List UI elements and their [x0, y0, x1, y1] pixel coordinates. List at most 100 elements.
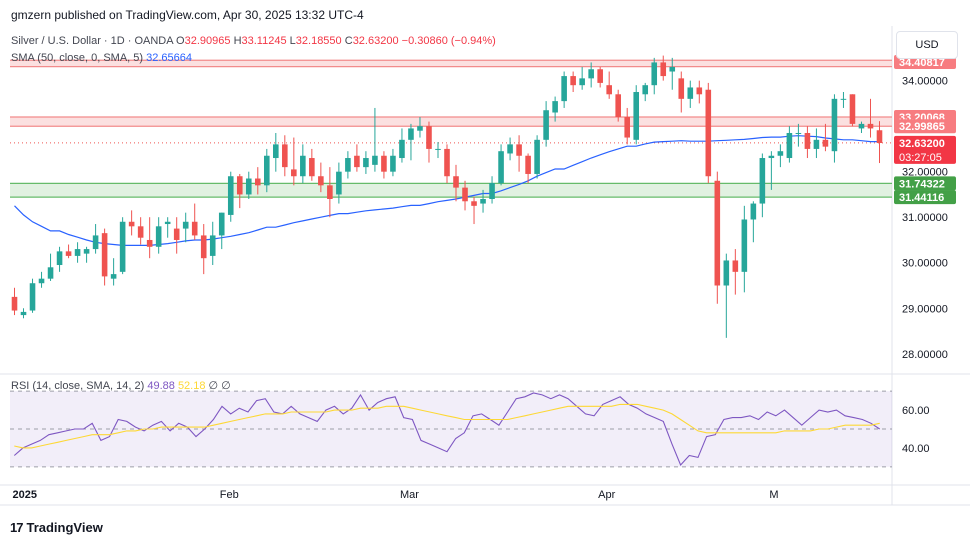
price-tick-label: 34.00000: [902, 76, 948, 88]
candle: [444, 144, 450, 184]
last-price-tag: [894, 135, 956, 164]
candle: [20, 308, 27, 319]
rsi-tick-label: 60.00: [902, 405, 930, 417]
candle: [696, 80, 703, 104]
open-value: 32.90965: [184, 35, 231, 47]
candle: [282, 135, 288, 177]
candle: [597, 66, 603, 88]
candle: [858, 121, 865, 133]
level-tag-31-74322: [894, 176, 956, 191]
candle: [318, 162, 324, 193]
candle: [786, 126, 793, 163]
symbol-legend: Silver / U.S. Dollar · 1D · OANDA O32.90…: [11, 35, 496, 47]
candle: [732, 249, 739, 295]
candle: [345, 151, 351, 179]
candle: [642, 82, 649, 102]
candle: [11, 287, 18, 316]
candle: [633, 85, 640, 145]
time-tick-label: Mar: [400, 489, 419, 501]
candle: [840, 92, 847, 108]
candle: [480, 189, 486, 213]
time-tick-label: M: [769, 489, 778, 501]
candle: [588, 62, 594, 88]
candle: [390, 148, 396, 177]
rsi-pane: 40.00 60.00: [10, 390, 930, 468]
countdown-text: 03:27:05: [899, 152, 942, 164]
change-value: −0.30860 (−0.94%): [401, 35, 496, 47]
candle: [264, 148, 270, 193]
candle: [417, 117, 423, 138]
candle: [867, 98, 874, 138]
sma-value: 32.65664: [146, 52, 193, 64]
candle: [137, 217, 144, 245]
candle: [462, 180, 468, 211]
candle: [146, 217, 153, 259]
resistance-zone-upper: [10, 60, 892, 67]
candle: [399, 128, 405, 163]
price-tick-label: 29.00000: [902, 303, 948, 315]
candle: [354, 144, 360, 172]
candle: [92, 224, 99, 254]
candle: [110, 258, 117, 286]
candle: [164, 217, 171, 238]
candle: [381, 151, 387, 179]
low-label: L: [289, 35, 296, 47]
candle: [209, 221, 216, 266]
candle: [660, 55, 667, 81]
candle: [525, 153, 531, 184]
candle: [309, 148, 315, 181]
candle: [471, 196, 477, 225]
candle: [182, 212, 189, 243]
candle: [128, 210, 135, 236]
candle: [119, 217, 126, 275]
last-price-tag-text: 32.63200: [899, 138, 945, 150]
candle: [687, 80, 694, 108]
sma-legend: SMA (50, close, 0, SMA, 5) 32.65664: [11, 52, 192, 64]
candle: [155, 217, 162, 254]
close-value: 32.63200: [352, 35, 399, 47]
sma-label: SMA (50, close, 0, SMA, 5): [11, 52, 144, 64]
candle: [453, 164, 459, 202]
candle: [534, 135, 540, 179]
candle: [750, 201, 757, 243]
tradingview-logo-icon: 17: [10, 520, 24, 535]
candle: [741, 205, 748, 293]
price-tick-label: 32.00000: [902, 167, 948, 179]
candle: [777, 144, 784, 168]
candle: [615, 89, 621, 122]
candle: [200, 224, 207, 275]
candle: [38, 271, 45, 288]
candle: [336, 162, 342, 204]
candle: [191, 203, 198, 240]
candle: [714, 171, 721, 304]
candles: [11, 55, 883, 338]
candle: [29, 278, 36, 313]
time-axis: 2025 Feb Mar Apr M: [13, 489, 779, 501]
candle: [56, 246, 63, 272]
candle: [47, 253, 54, 281]
candle: [273, 132, 279, 172]
candle: [804, 126, 811, 159]
currency-button[interactable]: USD: [896, 31, 958, 59]
rsi-sma-value: 52.18: [177, 380, 206, 392]
high-label: H: [233, 35, 242, 47]
rsi-value: 49.88: [147, 380, 175, 392]
level-tag-31-74322-text: 31.74322: [899, 178, 945, 190]
candle: [543, 101, 549, 147]
tradingview-brand: 17 TradingView: [10, 520, 103, 535]
level-tag-32-99865-text: 32.99865: [899, 121, 945, 133]
rsi-extra: ∅ ∅: [208, 380, 231, 392]
rsi-label: RSI (14, close, SMA, 14, 2): [11, 380, 145, 392]
candle: [876, 121, 883, 164]
candle: [300, 144, 306, 184]
price-tick-label: 31.00000: [902, 212, 948, 224]
brand-name: TradingView: [26, 520, 103, 535]
time-tick-label: Feb: [220, 489, 239, 501]
candle: [498, 144, 504, 186]
candle: [813, 128, 820, 159]
time-tick-label: Apr: [598, 489, 615, 501]
candle: [173, 217, 180, 254]
candle: [101, 228, 108, 286]
candle: [678, 71, 685, 113]
